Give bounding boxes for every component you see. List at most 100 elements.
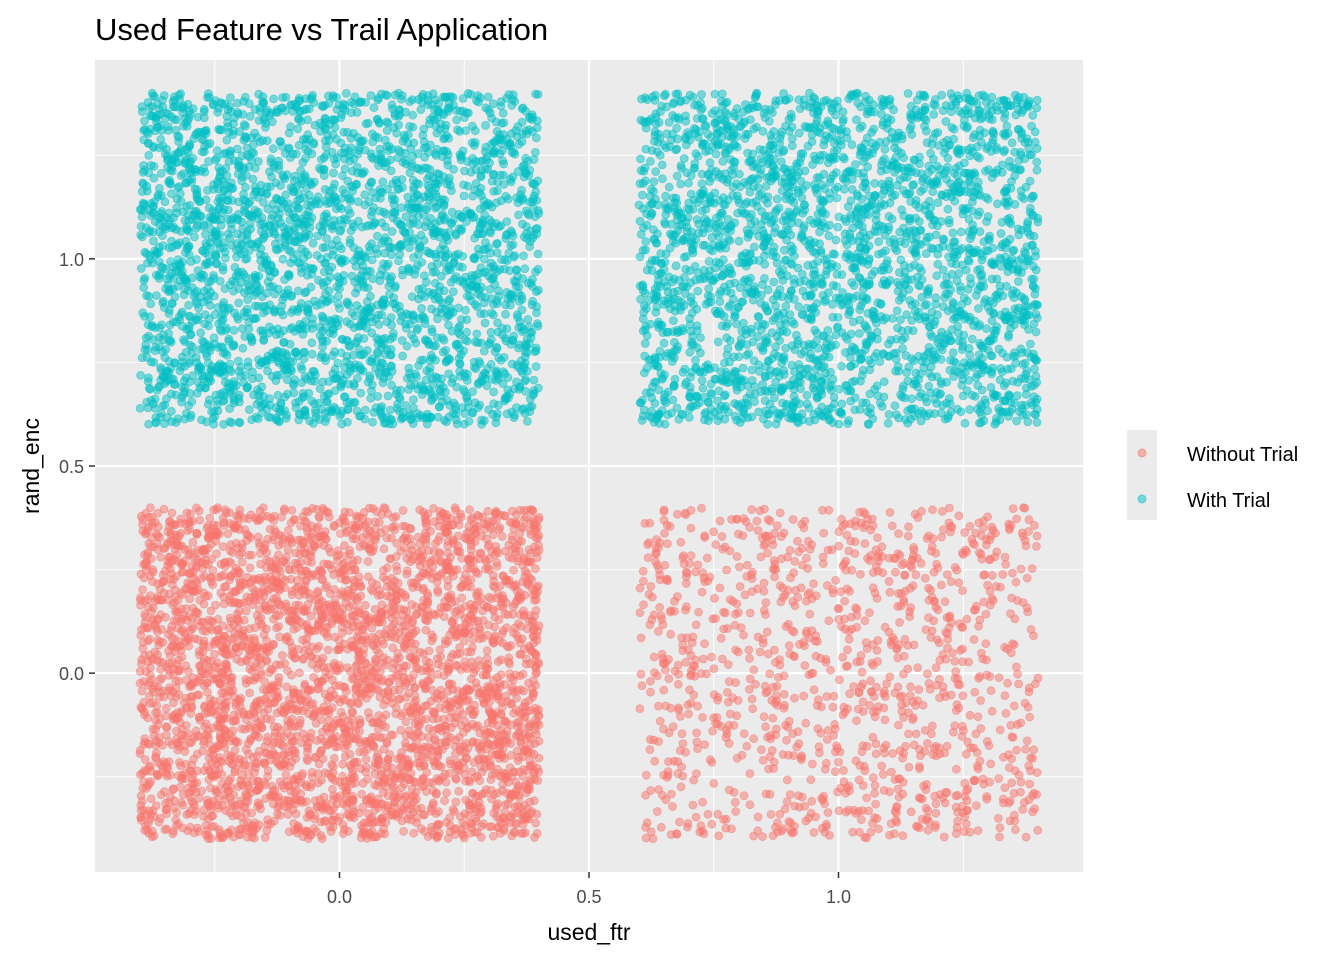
- point-without-trial: [489, 633, 499, 643]
- point-without-trial: [333, 816, 343, 826]
- point-without-trial: [481, 785, 491, 794]
- point-without-trial: [325, 693, 335, 702]
- point-without-trial: [887, 521, 897, 531]
- point-without-trial: [819, 528, 829, 538]
- point-without-trial: [172, 734, 182, 744]
- point-without-trial: [852, 605, 862, 614]
- point-without-trial: [1003, 678, 1012, 688]
- point-without-trial: [312, 802, 322, 812]
- point-without-trial: [724, 677, 734, 686]
- point-without-trial: [167, 508, 177, 518]
- point-without-trial: [461, 570, 471, 579]
- point-without-trial: [975, 756, 985, 766]
- point-without-trial: [749, 734, 759, 744]
- point-without-trial: [976, 549, 986, 559]
- point-without-trial: [1006, 520, 1016, 530]
- data-points: [135, 88, 1043, 844]
- point-without-trial: [752, 516, 762, 526]
- point-without-trial: [1025, 779, 1035, 789]
- point-without-trial: [891, 815, 901, 825]
- point-without-trial: [1000, 552, 1010, 562]
- point-without-trial: [659, 770, 669, 780]
- point-without-trial: [940, 597, 950, 607]
- point-without-trial: [636, 633, 646, 643]
- point-without-trial: [223, 529, 233, 538]
- point-without-trial: [635, 704, 645, 714]
- point-without-trial: [663, 576, 672, 586]
- point-without-trial: [330, 776, 340, 785]
- point-without-trial: [719, 607, 728, 617]
- point-without-trial: [241, 678, 251, 688]
- point-without-trial: [400, 738, 410, 748]
- point-without-trial: [340, 507, 350, 517]
- point-without-trial: [892, 644, 902, 654]
- point-without-trial: [683, 819, 693, 828]
- point-without-trial: [324, 543, 334, 553]
- point-without-trial: [378, 779, 387, 788]
- point-without-trial: [650, 668, 659, 677]
- point-without-trial: [271, 555, 281, 565]
- point-without-trial: [835, 675, 844, 685]
- point-without-trial: [446, 590, 456, 600]
- point-without-trial: [507, 553, 517, 563]
- point-without-trial: [153, 770, 163, 780]
- point-without-trial: [844, 546, 854, 556]
- point-without-trial: [162, 824, 172, 834]
- point-without-trial: [480, 554, 490, 564]
- point-without-trial: [741, 517, 751, 526]
- point-without-trial: [904, 762, 914, 772]
- point-without-trial: [144, 828, 154, 838]
- point-without-trial: [713, 695, 722, 705]
- point-without-trial: [427, 806, 436, 816]
- point-without-trial: [295, 715, 305, 725]
- point-without-trial: [950, 656, 960, 666]
- point-without-trial: [369, 717, 379, 727]
- point-without-trial: [1032, 768, 1042, 777]
- point-without-trial: [505, 669, 515, 678]
- point-without-trial: [424, 724, 434, 733]
- point-without-trial: [380, 660, 390, 670]
- point-without-trial: [270, 698, 280, 707]
- point-without-trial: [707, 819, 717, 829]
- point-without-trial: [733, 696, 743, 705]
- point-without-trial: [316, 567, 326, 577]
- point-without-trial: [839, 702, 849, 712]
- point-without-trial: [519, 505, 529, 515]
- point-without-trial: [923, 669, 932, 679]
- point-without-trial: [451, 774, 461, 783]
- point-without-trial: [993, 814, 1003, 823]
- point-without-trial: [771, 658, 780, 667]
- point-without-trial: [525, 785, 534, 795]
- point-without-trial: [1021, 744, 1030, 754]
- point-without-trial: [369, 668, 379, 677]
- point-without-trial: [1032, 542, 1041, 551]
- point-without-trial: [493, 589, 503, 599]
- point-without-trial: [176, 798, 186, 807]
- point-without-trial: [757, 745, 766, 755]
- point-without-trial: [281, 770, 291, 780]
- point-without-trial: [956, 646, 965, 655]
- point-without-trial: [441, 721, 451, 731]
- point-without-trial: [322, 581, 332, 590]
- point-without-trial: [281, 599, 291, 609]
- point-without-trial: [802, 553, 811, 563]
- point-without-trial: [458, 818, 468, 828]
- point-without-trial: [165, 574, 175, 584]
- point-without-trial: [368, 546, 378, 556]
- point-without-trial: [928, 721, 937, 731]
- point-without-trial: [275, 777, 285, 786]
- point-without-trial: [448, 805, 458, 814]
- point-without-trial: [337, 628, 347, 638]
- point-without-trial: [451, 660, 461, 670]
- point-without-trial: [807, 540, 817, 549]
- point-without-trial: [807, 669, 816, 679]
- point-without-trial: [982, 737, 992, 746]
- point-without-trial: [253, 514, 263, 524]
- point-without-trial: [445, 713, 455, 722]
- point-without-trial: [527, 584, 537, 593]
- point-without-trial: [831, 767, 840, 776]
- point-without-trial: [747, 505, 757, 514]
- point-without-trial: [277, 651, 287, 660]
- point-without-trial: [870, 781, 880, 790]
- point-without-trial: [884, 553, 894, 563]
